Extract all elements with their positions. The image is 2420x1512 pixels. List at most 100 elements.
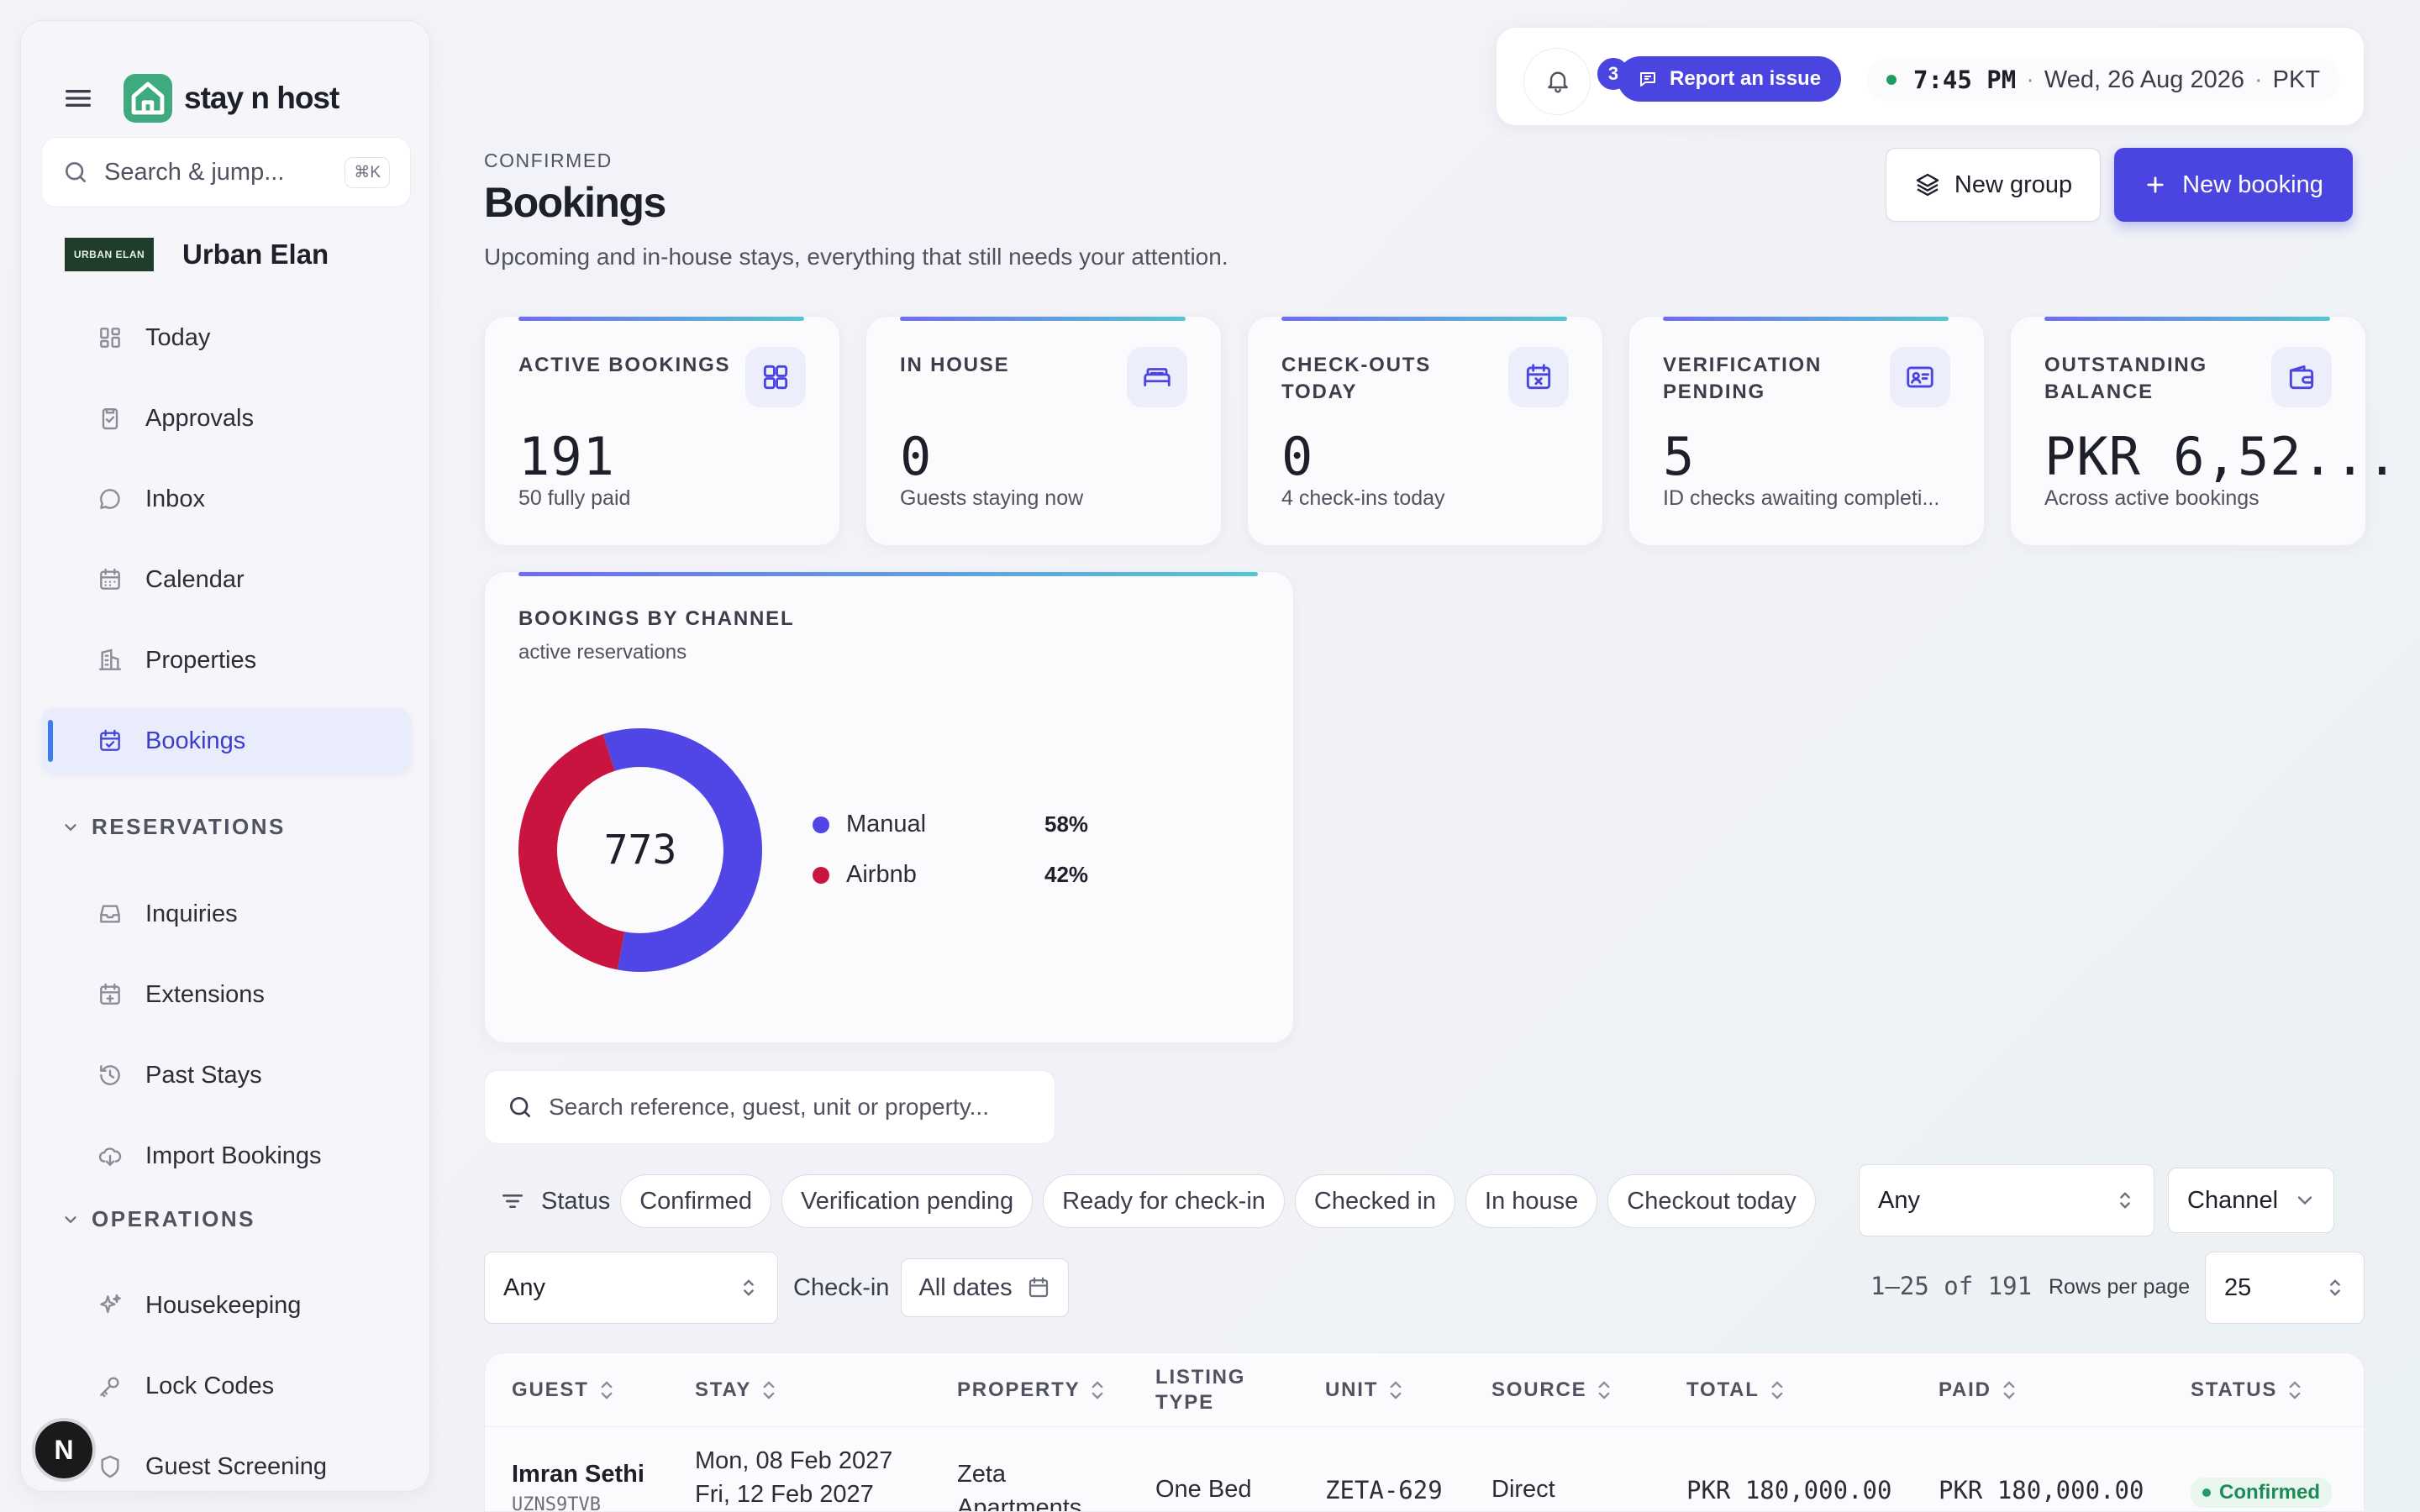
chat-bubble-icon [97,486,124,512]
chip-checkout-today[interactable]: Checkout today [1607,1174,1816,1228]
column-header-paid[interactable]: PAID [1939,1353,2017,1427]
bell-icon [1544,67,1571,94]
stat-value: 0 [900,426,933,487]
sort-icon [1388,1379,1403,1401]
notifications-button[interactable]: 3 [1523,48,1632,115]
sidebar-item-label: Inquiries [145,900,238,927]
sidebar-item-today[interactable]: Today [41,305,411,370]
sidebar-item-label: Lock Codes [145,1372,275,1399]
booking-paid: PKR 180,000.00 [1939,1476,2144,1504]
unit-code: ZETA-629 [1325,1476,1443,1504]
donut-slice-manual [518,728,762,972]
chevron-updown-icon [2113,1189,2137,1212]
check-in-date-picker[interactable]: All dates [901,1258,1069,1317]
chip-ready-for-check-in[interactable]: Ready for check-in [1043,1174,1285,1228]
search-placeholder: Search reference, guest, unit or propert… [549,1094,989,1120]
sidebar-item-past-stays[interactable]: Past Stays [41,1042,411,1108]
layers-icon [1914,171,1941,198]
chip-confirmed[interactable]: Confirmed [620,1174,771,1228]
report-issue-label: Report an issue [1670,67,1822,90]
bookings-by-channel-card: BOOKINGS BY CHANNEL active reservations … [484,571,1294,1043]
secondary-select[interactable]: Any [484,1252,778,1324]
menu-icon[interactable] [61,81,95,115]
column-header-property[interactable]: PROPERTY [957,1353,1105,1427]
sidebar-item-label: Guest Screening [145,1452,328,1480]
table-header: GUEST STAY PROPERTY LISTING TYPE UNIT SO… [485,1353,2364,1427]
section-reservations[interactable]: RESERVATIONS [61,814,286,840]
sidebar-item-inbox[interactable]: Inbox [41,466,411,532]
sidebar-header: stay n host [61,68,339,129]
top-bar: 3 Report an issue 7:45 PM · Wed, 26 Aug … [1496,27,2365,126]
brand-name: stay n host [184,81,339,115]
new-booking-button[interactable]: New booking [2114,148,2353,222]
clock-time: 7:45 PM [1913,66,2017,94]
sidebar-item-bookings[interactable]: Bookings [41,708,411,774]
chart-subtitle: active reservations [518,641,687,664]
sidebar-item-inquiries[interactable]: Inquiries [41,881,411,947]
status-select[interactable]: Any [1859,1164,2154,1236]
stat-value: 5 [1663,426,1696,487]
column-label: TOTAL [1686,1378,1760,1401]
sort-icon [1597,1379,1612,1401]
message-square-icon [1638,69,1658,89]
channel-select[interactable]: Channel [2168,1168,2334,1233]
new-booking-label: New booking [2182,171,2323,198]
column-header-total[interactable]: TOTAL [1686,1353,1785,1427]
column-label: STATUS [2191,1378,2278,1401]
sidebar-item-import-bookings[interactable]: Import Bookings [41,1123,411,1189]
column-header-listing-type[interactable]: LISTING TYPE [1155,1353,1248,1427]
chip-checked-in[interactable]: Checked in [1294,1174,1456,1228]
channel-donut-chart [518,728,762,972]
report-issue-button[interactable]: Report an issue [1618,56,1842,102]
sidebar-item-calendar[interactable]: Calendar [41,547,411,612]
user-avatar[interactable]: N [32,1418,96,1482]
key-icon [97,1373,124,1399]
legend-swatch [813,866,829,884]
stat-card-verification-pending: VERIFICATION PENDING 5 ID checks awaitin… [1628,316,1985,546]
sparkles-icon [97,1292,124,1319]
stat-label: OUTSTANDING BALANCE [2044,354,2208,403]
chip-verification-pending[interactable]: Verification pending [781,1174,1034,1228]
clock-timezone: PKT [2272,66,2321,93]
sidebar-item-properties[interactable]: Properties [41,627,411,693]
sidebar-item-approvals[interactable]: Approvals [41,386,411,451]
column-header-guest[interactable]: GUEST [512,1353,614,1427]
chip-in-house[interactable]: In house [1465,1174,1598,1228]
calendar-icon [1026,1275,1051,1300]
inbox-tray-icon [97,900,124,927]
sidebar-item-housekeeping[interactable]: Housekeeping [41,1273,411,1338]
calendar-plus-icon [97,981,124,1008]
stat-card-check-outs-today: CHECK-OUTS TODAY 0 4 check-ins today [1247,316,1603,546]
column-header-status[interactable]: STATUS [2191,1353,2302,1427]
column-header-unit[interactable]: UNIT [1325,1353,1403,1427]
card-accent-bar [518,317,804,321]
bookings-search-input[interactable]: Search reference, guest, unit or propert… [484,1070,1055,1144]
calendar-x-icon [1508,347,1569,407]
card-accent-bar [2044,317,2330,321]
column-header-source[interactable]: SOURCE [1491,1353,1612,1427]
status-filter-label: Status [541,1187,611,1215]
chevron-updown-icon [2323,1276,2347,1299]
clipboard-check-icon [97,405,124,432]
sidebar-item-label: Past Stays [145,1061,262,1089]
donut-center-total: 773 [603,827,677,874]
plus-icon [2144,173,2167,197]
new-group-label: New group [1954,171,2073,198]
sidebar-item-lock-codes[interactable]: Lock Codes [41,1353,411,1419]
card-accent-bar [518,572,1258,576]
guest-name[interactable]: Imran Sethi [512,1461,644,1488]
legend-item-manual: Manual 58% [813,811,1088,838]
rows-per-page-select[interactable]: 25 [2205,1252,2365,1324]
org-switcher[interactable]: URBAN ELAN Urban Elan [65,238,329,271]
new-group-button[interactable]: New group [1886,148,2101,222]
sidebar-item-extensions[interactable]: Extensions [41,962,411,1027]
org-name: Urban Elan [182,239,329,270]
sidebar-item-guest-screening[interactable]: Guest Screening [41,1434,411,1491]
sidebar-item-label: Inbox [145,485,205,512]
status-label: Confirmed [2219,1481,2320,1504]
column-label: GUEST [512,1378,589,1401]
column-header-stay[interactable]: STAY [695,1353,776,1427]
section-operations[interactable]: OPERATIONS [61,1206,255,1232]
stat-subtext: 50 fully paid [518,486,631,510]
sidebar-search[interactable]: Search & jump... ⌘K [41,137,411,207]
